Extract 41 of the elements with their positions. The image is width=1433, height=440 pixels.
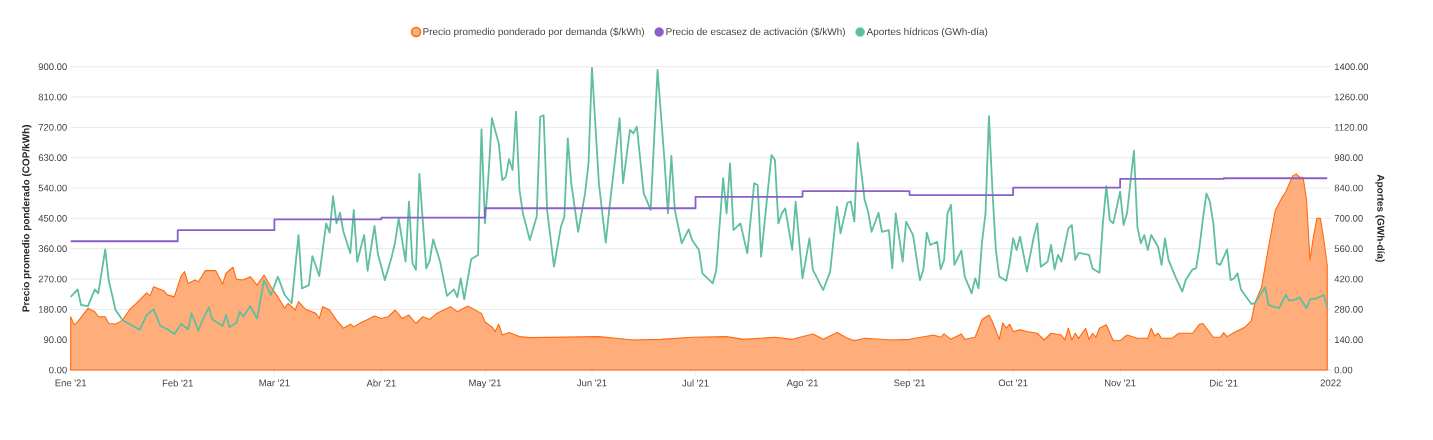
x-tick-label: Dic '21 xyxy=(1210,379,1238,387)
y2-tick-label: 700.00 xyxy=(1334,215,1363,222)
x-tick-label: Jun '21 xyxy=(576,379,607,387)
y2-tick-label: 840.00 xyxy=(1334,184,1363,192)
y-tick-label: 540.00 xyxy=(38,184,67,192)
y2-tick-label: 560.00 xyxy=(1334,245,1363,253)
y-tick-label: 90.00 xyxy=(43,336,67,344)
y-tick-label: 270.00 xyxy=(38,275,67,283)
x-tick-label: Sep '21 xyxy=(894,379,925,389)
legend-label: Aportes hídricos (GWh-día) xyxy=(866,27,988,38)
y-tick-label: 450.00 xyxy=(38,215,67,222)
x-tick-label: 2022 xyxy=(1320,379,1341,387)
y-tick-label: 360.00 xyxy=(38,245,67,253)
x-tick-label: Nov '21 xyxy=(1105,379,1136,387)
y-tick-label: 900.00 xyxy=(38,63,67,71)
x-tick-label: Ene '21 xyxy=(55,379,87,387)
legend-label: Precio promedio ponderado por demanda ($/kWh) xyxy=(423,27,644,38)
x-tick-label: May '21 xyxy=(469,379,501,389)
y-tick-label: 720.00 xyxy=(38,124,67,131)
legend-label: Precio de escasez de activación ($/kWh) xyxy=(666,27,845,38)
y-tick-label: 810.00 xyxy=(38,93,67,101)
x-tick-label: Feb '21 xyxy=(162,379,193,387)
y-tick-label: 0.00 xyxy=(49,366,67,374)
y-tick-label: 630.00 xyxy=(38,154,67,162)
y2-tick-label: 280.00 xyxy=(1334,305,1363,313)
y2-tick-label: 140.00 xyxy=(1334,336,1363,344)
x-tick-label: Mar '21 xyxy=(259,379,290,387)
y2-tick-label: 420.00 xyxy=(1334,275,1363,283)
y-tick-label: 180.00 xyxy=(38,305,67,313)
line-series xyxy=(69,66,1329,335)
x-tick-label: Jul '21 xyxy=(682,379,709,387)
y-axis-title: Precio promedio ponderado (COP/kWh) xyxy=(22,125,32,312)
x-tick-label: Abr '21 xyxy=(366,379,396,387)
y2-tick-label: 0.00 xyxy=(1334,366,1353,374)
y2-axis-title: Aportes (GWh-día) xyxy=(1375,174,1385,262)
x-tick-label: Ago '21 xyxy=(786,379,818,389)
y2-tick-label: 1400.00 xyxy=(1334,63,1369,71)
x-tick-label: Oct '21 xyxy=(998,379,1028,387)
y2-tick-label: 980.00 xyxy=(1334,154,1363,162)
y2-tick-label: 1120.00 xyxy=(1334,124,1368,131)
y2-tick-label: 1260.00 xyxy=(1334,93,1369,101)
